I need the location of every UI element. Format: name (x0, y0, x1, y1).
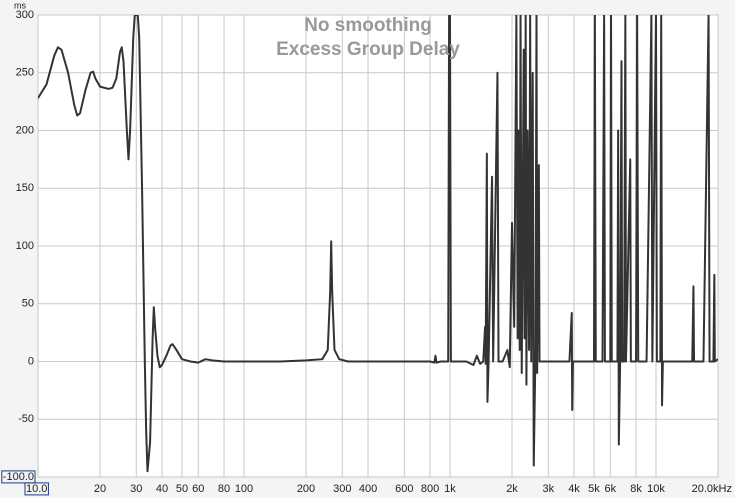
series-line (38, 15, 718, 473)
x-tick-label: 20 (94, 483, 106, 495)
y-tick-label: 100 (16, 240, 34, 252)
x-tick-label: 40 (156, 483, 168, 495)
x-tick-label: 3k (542, 483, 554, 495)
x-tick-label: 30 (130, 483, 142, 495)
y-axis-label: ms (14, 0, 26, 10)
y-tick-label: 250 (16, 67, 34, 79)
x-tick-label: 1k (444, 483, 456, 495)
x-tick-label: 2k (506, 483, 518, 495)
tick-labels: 10.0 20 30 40 50 60 80 100 200 300 400 600 800 1k 2k 3k… (1, 9, 732, 496)
x-tick-label: 200 (297, 483, 315, 495)
tick-label-box (24, 482, 49, 496)
x-tick-label: 100 (235, 483, 253, 495)
y-tick-label: 0 (28, 355, 34, 367)
x-tick-label: 800 (421, 483, 439, 495)
chart-subtitle: Excess Group Delay (276, 39, 460, 60)
chart-title: No smoothing (304, 15, 432, 36)
x-tick-label: 80 (218, 483, 230, 495)
x-tick-label: 6k (604, 483, 616, 495)
tick-label-box (1, 470, 36, 484)
x-tick-label: 20.0kHz (692, 483, 732, 495)
y-tick-label: 300 (16, 9, 34, 21)
y-tick-label: -100.0 (3, 471, 34, 483)
x-tick-label: 10k (647, 483, 665, 495)
y-tick-label: 200 (16, 124, 34, 136)
y-tick-label: 50 (22, 298, 34, 310)
x-tick-label: 5k (588, 483, 600, 495)
x-tick-label: 50 (176, 483, 188, 495)
y-tick-label: -50 (18, 413, 34, 425)
x-tick-label: 10.0 (26, 483, 47, 495)
x-tick-label: 4k (568, 483, 580, 495)
x-tick-label: 8k (630, 483, 642, 495)
x-tick-label: 300 (333, 483, 351, 495)
x-tick-label: 600 (395, 483, 413, 495)
y-tick-label: 150 (16, 182, 34, 194)
series (38, 15, 718, 473)
x-tick-label: 400 (359, 483, 377, 495)
x-tick-label: 60 (192, 483, 204, 495)
